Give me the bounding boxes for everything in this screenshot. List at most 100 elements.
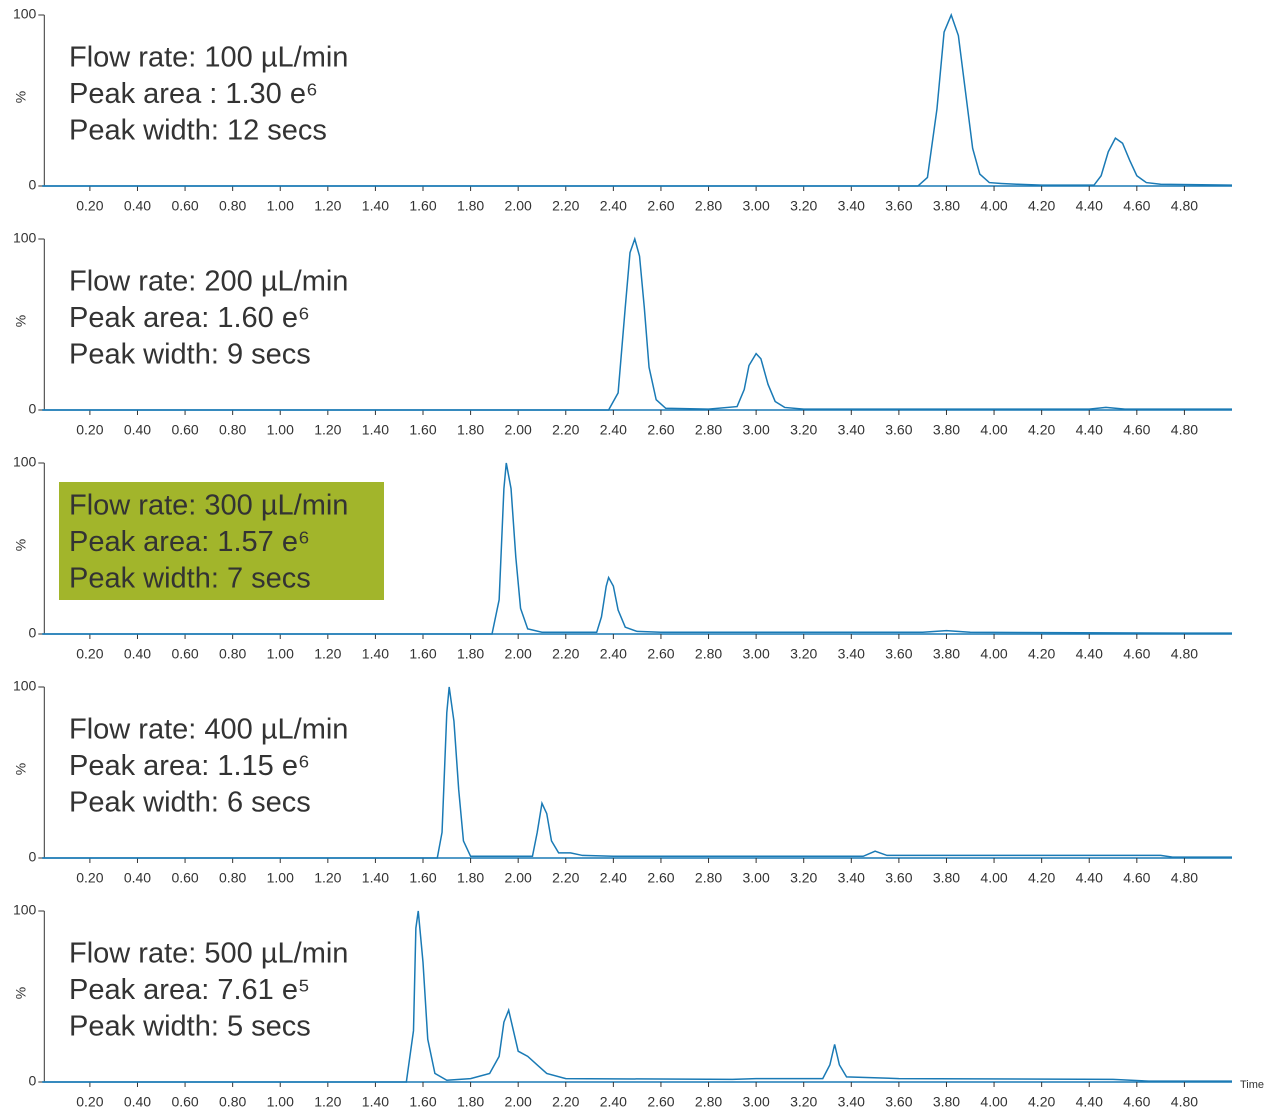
x-axis-label: Time	[1240, 1079, 1264, 1091]
x-tick-label: 1.60	[409, 646, 436, 662]
x-tick-label: 1.60	[409, 870, 436, 886]
y-axis-label: %	[13, 91, 29, 103]
x-tick-label: 2.40	[600, 646, 627, 662]
x-tick-label: 4.20	[1028, 1094, 1055, 1110]
x-tick-label: 0.40	[124, 198, 151, 214]
y-tick-label: 0	[29, 401, 37, 417]
x-tick-label: 4.60	[1123, 1094, 1150, 1110]
annotation: Peak width: 12 secs	[69, 115, 327, 147]
x-tick-label: 4.60	[1123, 646, 1150, 662]
y-tick-label: 100	[13, 6, 37, 22]
y-tick-label: 0	[29, 1073, 37, 1089]
x-tick-label: 4.80	[1171, 1094, 1198, 1110]
x-tick-label: 0.80	[219, 870, 246, 886]
y-axis-label: %	[13, 315, 29, 327]
y-axis-label: %	[13, 987, 29, 999]
x-tick-label: 3.20	[790, 1094, 817, 1110]
x-tick-label: 2.00	[505, 422, 532, 438]
x-tick-label: 1.20	[314, 1094, 341, 1110]
x-tick-label: 2.60	[647, 646, 674, 662]
x-tick-label: 1.20	[314, 198, 341, 214]
x-tick-label: 3.00	[742, 198, 769, 214]
x-tick-label: 1.80	[457, 422, 484, 438]
x-tick-label: 4.60	[1123, 198, 1150, 214]
x-tick-label: 3.60	[885, 422, 912, 438]
x-tick-label: 2.20	[552, 870, 579, 886]
annotation: Peak width: 5 secs	[69, 1011, 311, 1043]
y-tick-label: 100	[13, 230, 37, 246]
x-tick-label: 3.00	[742, 1094, 769, 1110]
x-tick-label: 3.40	[838, 1094, 865, 1110]
x-tick-label: 1.20	[314, 646, 341, 662]
annotation: Peak width: 9 secs	[69, 339, 311, 371]
x-tick-label: 3.00	[742, 422, 769, 438]
chromatogram-trace	[42, 910, 1232, 1083]
y-tick-label: 100	[13, 454, 37, 470]
x-tick-label: 1.80	[457, 198, 484, 214]
x-tick-label: 0.80	[219, 646, 246, 662]
chart-panel: 0 100 0.20 0.40 0.60 0.80 1.00 1.20 1.40 1.60 1.80…	[13, 454, 1232, 662]
y-axis-label: %	[13, 539, 29, 551]
y-tick-label: 0	[29, 177, 37, 193]
x-tick-label: 0.60	[171, 870, 198, 886]
x-tick-label: 1.00	[267, 646, 294, 662]
x-tick-label: 1.80	[457, 870, 484, 886]
x-tick-label: 2.80	[695, 646, 722, 662]
annotation: Peak width: 6 secs	[69, 787, 311, 819]
annotation-box	[59, 482, 384, 600]
x-tick-label: 2.00	[505, 1094, 532, 1110]
x-tick-label: 3.20	[790, 870, 817, 886]
x-tick-label: 2.20	[552, 422, 579, 438]
annotation: Peak area: 1.57 e⁶	[69, 526, 310, 558]
x-tick-label: 2.60	[647, 870, 674, 886]
x-tick-label: 4.40	[1076, 1094, 1103, 1110]
y-tick-label: 0	[29, 625, 37, 641]
x-tick-label: 3.80	[933, 1094, 960, 1110]
x-tick-label: 2.40	[600, 870, 627, 886]
x-tick-label: 2.00	[505, 870, 532, 886]
x-tick-label: 3.60	[885, 198, 912, 214]
x-tick-label: 4.00	[980, 1094, 1007, 1110]
x-tick-label: 1.60	[409, 1094, 436, 1110]
x-tick-label: 0.20	[76, 1094, 103, 1110]
chart-panel: 0 100 0.20 0.40 0.60 0.80 1.00 1.20 1.40 1.60 1.80…	[13, 678, 1232, 886]
x-tick-label: 1.80	[457, 646, 484, 662]
x-tick-label: 0.80	[219, 198, 246, 214]
x-tick-label: 3.60	[885, 870, 912, 886]
x-tick-label: 2.20	[552, 646, 579, 662]
x-tick-label: 2.00	[505, 198, 532, 214]
annotation: Peak area: 1.15 e⁶	[69, 750, 310, 782]
chromatogram-trace	[42, 236, 1232, 411]
x-tick-label: 4.20	[1028, 198, 1055, 214]
x-tick-label: 4.20	[1028, 646, 1055, 662]
x-tick-label: 4.20	[1028, 870, 1055, 886]
x-tick-label: 0.20	[76, 870, 103, 886]
y-tick-label: 0	[29, 849, 37, 865]
annotation: Flow rate: 200 µL/min	[69, 266, 348, 298]
x-tick-label: 3.40	[838, 646, 865, 662]
x-tick-label: 4.40	[1076, 870, 1103, 886]
x-tick-label: 2.40	[600, 422, 627, 438]
x-tick-label: 4.00	[980, 870, 1007, 886]
annotation: Flow rate: 500 µL/min	[69, 938, 348, 970]
x-tick-label: 2.60	[647, 422, 674, 438]
x-tick-label: 0.40	[124, 1094, 151, 1110]
x-tick-label: 4.00	[980, 198, 1007, 214]
x-tick-label: 4.60	[1123, 422, 1150, 438]
x-tick-label: 2.80	[695, 422, 722, 438]
x-tick-label: 3.80	[933, 646, 960, 662]
x-tick-label: 0.40	[124, 646, 151, 662]
chart-panel: 0 100 0.20 0.40 0.60 0.80 1.00 1.20 1.40 1.60 1.80…	[13, 902, 1264, 1110]
x-tick-label: 4.40	[1076, 198, 1103, 214]
x-tick-label: 1.60	[409, 422, 436, 438]
x-tick-label: 1.40	[362, 1094, 389, 1110]
x-tick-label: 0.60	[171, 198, 198, 214]
x-tick-label: 3.80	[933, 870, 960, 886]
x-tick-label: 0.80	[219, 1094, 246, 1110]
x-tick-label: 4.80	[1171, 198, 1198, 214]
x-tick-label: 4.20	[1028, 422, 1055, 438]
x-tick-label: 1.40	[362, 646, 389, 662]
x-tick-label: 2.40	[600, 198, 627, 214]
annotation: Peak area: 1.60 e⁶	[69, 302, 310, 334]
